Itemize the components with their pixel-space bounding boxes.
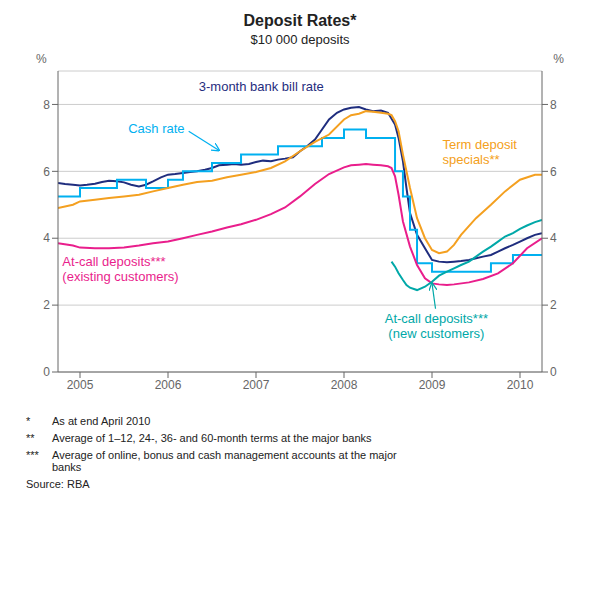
html-text:Average of online, bonus and c: Average of online, bonus and cash manage… [52,449,397,473]
svg-text:Cash rate: Cash rate [128,121,184,136]
svg-text:2006: 2006 [155,378,182,392]
svg-text:0: 0 [550,365,557,379]
svg-text:At-call deposits***(existing c: At-call deposits***(existing customers) [62,254,178,284]
svg-text:2: 2 [550,298,557,312]
svg-text:2007: 2007 [243,378,270,392]
svg-text:8: 8 [43,98,50,112]
svg-text:0: 0 [43,365,50,379]
svg-text:2: 2 [43,298,50,312]
svg-text:2009: 2009 [419,378,446,392]
svg-text:6: 6 [43,165,50,179]
svg-text:At-call deposits***(new custom: At-call deposits***(new customers) [385,311,488,341]
svg-text:Term depositspecials**: Term depositspecials** [443,137,518,167]
html-text:Deposit Rates*: Deposit Rates* [243,12,357,29]
svg-text:2010: 2010 [507,378,534,392]
svg-text:4: 4 [550,231,557,245]
html-text:Source: RBA: Source: RBA [26,478,90,490]
html-text:$10 000 deposits: $10 000 deposits [250,32,350,47]
svg-text:%: % [553,52,564,66]
svg-text:%: % [36,52,47,66]
svg-text:6: 6 [550,165,557,179]
svg-text:3-month bank bill rate: 3-month bank bill rate [199,79,324,94]
svg-text:4: 4 [43,231,50,245]
html-text:As at end April 2010: As at end April 2010 [52,415,151,427]
html-text:Average of 1–12, 24-, 36- and: Average of 1–12, 24-, 36- and 60-month t… [52,432,372,444]
svg-text:2008: 2008 [331,378,358,392]
svg-text:2005: 2005 [67,378,94,392]
svg-text:8: 8 [550,98,557,112]
